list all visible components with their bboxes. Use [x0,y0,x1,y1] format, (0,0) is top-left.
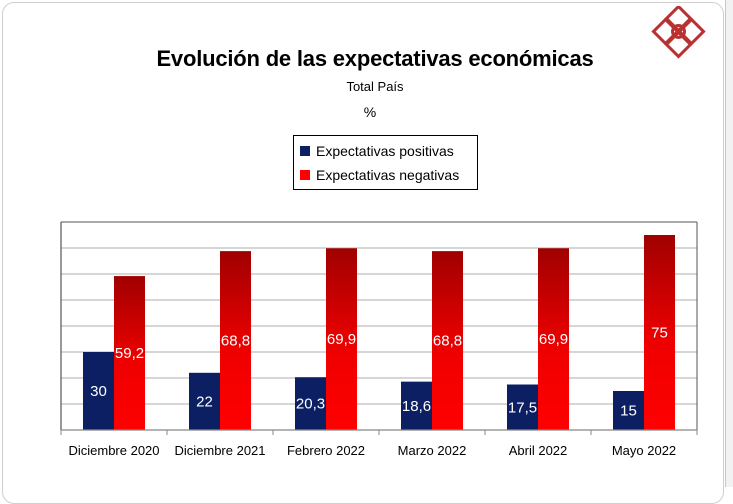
data-label: 69,9 [327,331,356,348]
x-tick-label: Marzo 2022 [398,443,467,458]
bar-positivas [613,391,644,430]
bar-negativas [114,276,145,430]
legend-swatch-negativas [300,170,310,180]
data-label: 15 [620,403,637,420]
legend-label-negativas: Expectativas negativas [316,167,460,183]
x-tick-label: Diciembre 2020 [68,443,159,458]
legend-swatch-positivas [300,146,310,156]
logo-icon [651,6,706,59]
bar-negativas [644,235,675,430]
bar-positivas [295,377,326,430]
bar-negativas [432,251,463,430]
x-tick-label: Mayo 2022 [612,443,676,458]
legend-label-positivas: Expectativas positivas [316,143,454,159]
bar-chart: 30 59,2 22 68,8 20,3 69,9 18,6 68,8 17,5 69,9 15 75… [60,221,698,458]
data-label: 20,3 [296,396,325,413]
data-label: 68,8 [221,333,250,350]
data-label: 18,6 [402,398,431,415]
legend-item-positivas: Expectativas positivas [300,141,454,161]
chart-title: Evolución de las expectativas económicas [156,46,594,71]
data-label: 22 [196,393,213,410]
bar-positivas [401,381,432,430]
bar-negativas [326,248,357,430]
x-tick-label: Diciembre 2021 [174,443,265,458]
legend-item-negativas: Expectativas negativas [300,165,459,185]
x-tick-label: Abril 2022 [509,443,568,458]
legend: Expectativas positivas Expectativas nega… [293,135,478,190]
data-label: 68,8 [433,333,462,350]
bar-positivas [189,372,220,430]
unit-label: % [363,104,377,120]
bar-positivas [507,384,538,430]
x-tick-label: Febrero 2022 [287,443,365,458]
data-label: 75 [651,325,668,342]
data-label: 17,5 [508,399,537,416]
bar-positivas [83,352,114,430]
bar-negativas [220,251,251,430]
data-label: 30 [90,383,107,400]
data-label: 59,2 [115,345,144,362]
chart-subtitle: Total País [346,79,404,94]
scrollbar[interactable] [725,0,733,487]
data-label: 69,9 [539,331,568,348]
bar-negativas [538,248,569,430]
